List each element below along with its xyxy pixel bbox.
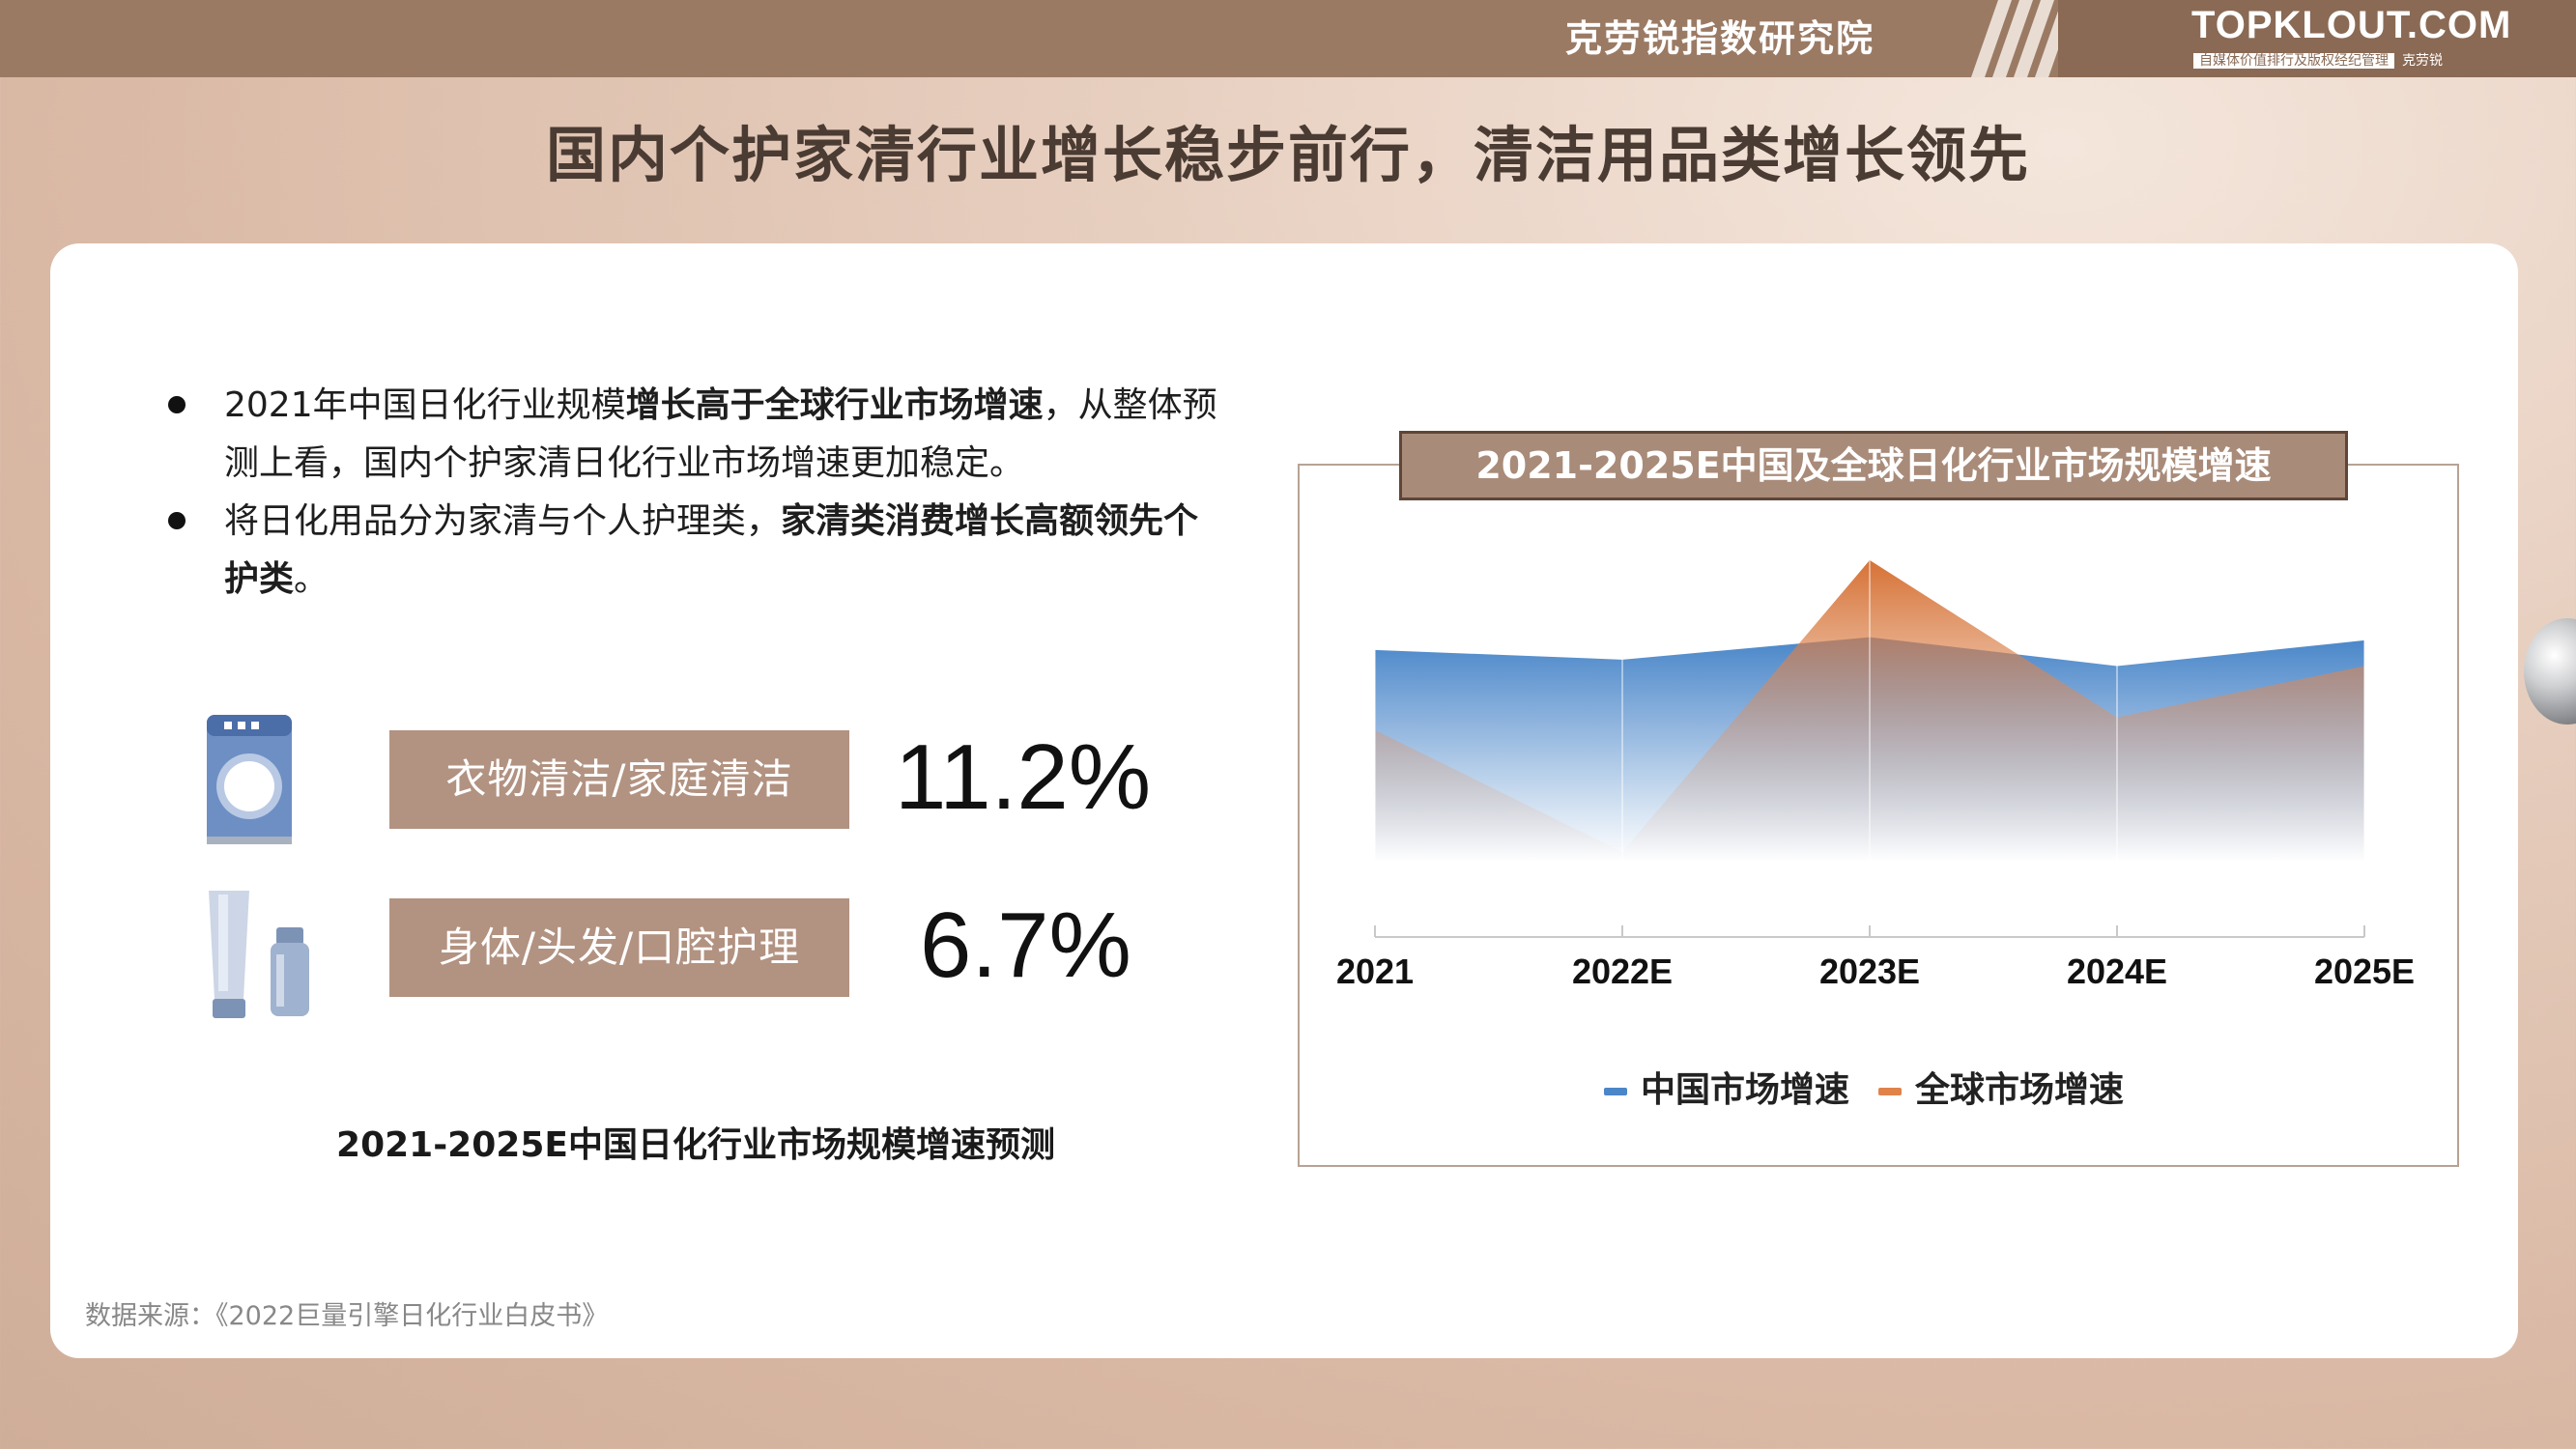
header-stripes-decoration: [1971, 0, 2075, 77]
legend-swatch-china: [1604, 1088, 1627, 1095]
data-source: 数据来源：《2022巨量引擎日化行业白皮书》: [85, 1301, 609, 1331]
metric-label-personal-care: 身体/头发/口腔护理: [389, 898, 849, 997]
brand-logo: TOPKLOUT.COM: [2191, 4, 2512, 46]
metric-value-personal-care: 6.7%: [920, 894, 1131, 997]
left-caption: 2021-2025E中国日化行业市场规模增速预测: [336, 1125, 1055, 1165]
legend-item-global: 全球市场增速: [1878, 1066, 2124, 1115]
bullet-item: 将日化用品分为家清与个人护理类，家清类消费增长高额领先个护类。: [164, 493, 1227, 609]
pearl-decoration: [2524, 618, 2576, 724]
chart-title: 2021-2025E中国及全球日化行业市场规模增速: [1399, 431, 2348, 500]
washing-machine-icon: [207, 715, 292, 844]
brand-tagline: 自媒体价值排行及版权经纪管理 克劳锐: [2193, 50, 2443, 70]
chart-legend: 中国市场增速 全球市场增速: [1604, 1066, 2184, 1115]
metric-value-home-cleaning: 11.2%: [895, 725, 1152, 829]
brand-name: 克劳锐: [2402, 53, 2443, 69]
org-name: 克劳锐指数研究院: [1565, 17, 1875, 60]
bullet-list: 2021年中国日化行业规模增长高于全球行业市场增速，从整体预测上看，国内个护家清…: [164, 377, 1227, 609]
brand-tagline-text: 自媒体价值排行及版权经纪管理: [2193, 53, 2394, 69]
metric-label-home-cleaning: 衣物清洁/家庭清洁: [389, 730, 849, 829]
personal-care-bottles-icon: [209, 891, 309, 1018]
legend-swatch-global: [1878, 1088, 1902, 1095]
page-title: 国内个护家清行业增长稳步前行，清洁用品类增长领先: [545, 120, 2030, 190]
bullet-item: 2021年中国日化行业规模增长高于全球行业市场增速，从整体预测上看，国内个护家清…: [164, 377, 1227, 493]
legend-item-china: 中国市场增速: [1604, 1066, 1849, 1115]
chart-frame: [1298, 464, 2459, 1167]
